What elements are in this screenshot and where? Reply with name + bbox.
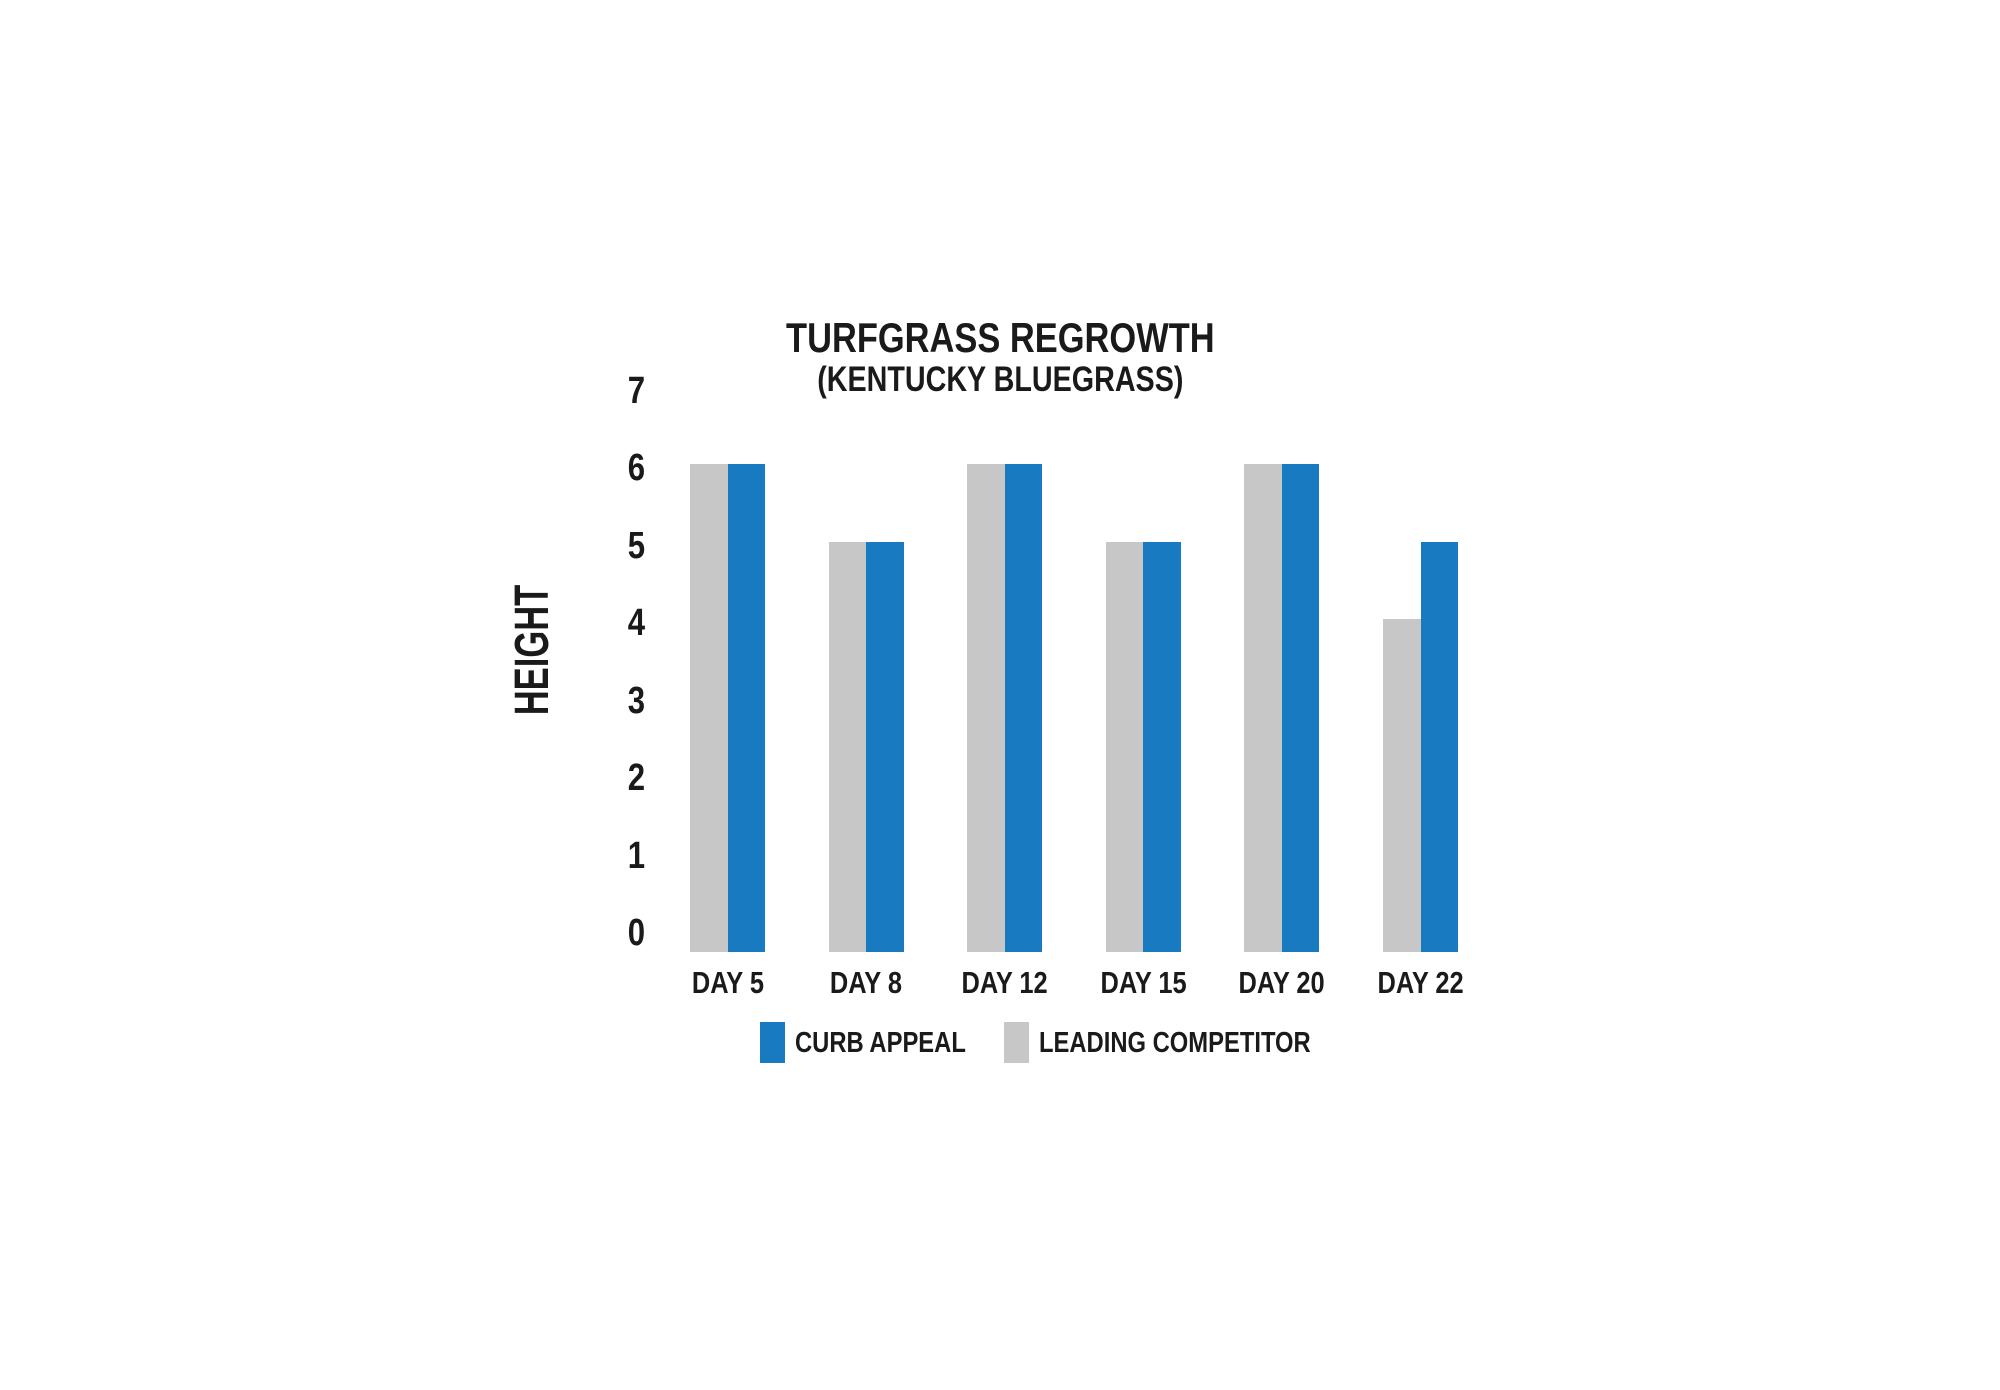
y-tick-label-7: 7 (500, 366, 645, 416)
bar-curb-appeal-day-12 (1004, 464, 1043, 952)
x-tick-label-text: DAY 5 (691, 965, 764, 1000)
bar-leading-competitor-day-5 (690, 464, 728, 952)
bar-leading-competitor-day-20 (1244, 464, 1282, 952)
bar-curb-appeal-day-20 (1281, 464, 1320, 952)
x-tick-label-text: DAY 8 (830, 965, 903, 1000)
y-tick-label-3: 3 (500, 676, 645, 726)
chart-title: TURFGRASS REGROWTH (500, 316, 1500, 360)
x-tick-label-day-20: DAY 20 (1202, 966, 1362, 1000)
y-tick-label-text: 1 (627, 834, 645, 877)
x-tick-label-text: DAY 15 (1100, 965, 1187, 1000)
bar-curb-appeal-day-22 (1420, 541, 1458, 952)
x-tick-label-text: DAY 22 (1377, 965, 1464, 1000)
bar-leading-competitor-day-12 (967, 464, 1005, 952)
y-tick-label-6: 6 (500, 443, 645, 493)
x-tick-label-day-8: DAY 8 (786, 966, 946, 1000)
x-tick-label-day-12: DAY 12 (925, 966, 1085, 1000)
y-tick-label-1: 1 (500, 831, 645, 881)
y-tick-label-text: 3 (627, 679, 645, 722)
legend-label-text: CURB APPEAL (795, 1027, 966, 1059)
y-tick-label-text: 7 (627, 369, 645, 412)
y-tick-label-0: 0 (500, 908, 645, 958)
legend-label-leading-competitor: LEADING COMPETITOR (1039, 1022, 1370, 1063)
bar-leading-competitor-day-15 (1105, 541, 1144, 952)
x-tick-label-text: DAY 12 (961, 965, 1048, 1000)
legend-swatch-leading-competitor (1004, 1022, 1029, 1063)
y-tick-label-text: 2 (627, 757, 645, 799)
y-tick-label-text: 4 (627, 602, 645, 644)
chart-subtitle-text: (KENTUCKY BLUEGRASS) (816, 360, 1184, 399)
y-tick-label-text: 0 (627, 912, 645, 954)
x-tick-label-day-22: DAY 22 (1341, 966, 1501, 1000)
legend-label-curb-appeal: CURB APPEAL (795, 1022, 1003, 1063)
bar-curb-appeal-day-8 (866, 541, 904, 952)
y-tick-label-2: 2 (500, 753, 645, 803)
y-tick-label-text: 6 (627, 447, 645, 489)
bar-curb-appeal-day-5 (727, 464, 765, 952)
chart-title-text: TURFGRASS REGROWTH (785, 314, 1215, 361)
x-tick-label-day-5: DAY 5 (648, 966, 808, 1000)
y-tick-label-5: 5 (500, 521, 645, 571)
bar-leading-competitor-day-22 (1383, 619, 1421, 952)
y-tick-label-4: 4 (500, 598, 645, 648)
bar-leading-competitor-day-8 (828, 541, 867, 952)
legend-label-text: LEADING COMPETITOR (1039, 1027, 1311, 1059)
chart-subtitle: (KENTUCKY BLUEGRASS) (500, 362, 1500, 398)
bar-curb-appeal-day-15 (1143, 541, 1181, 952)
y-tick-label-text: 5 (627, 524, 645, 567)
legend-swatch-curb-appeal (760, 1022, 785, 1063)
x-tick-label-day-15: DAY 15 (1063, 966, 1223, 1000)
x-tick-label-text: DAY 20 (1238, 965, 1325, 1000)
